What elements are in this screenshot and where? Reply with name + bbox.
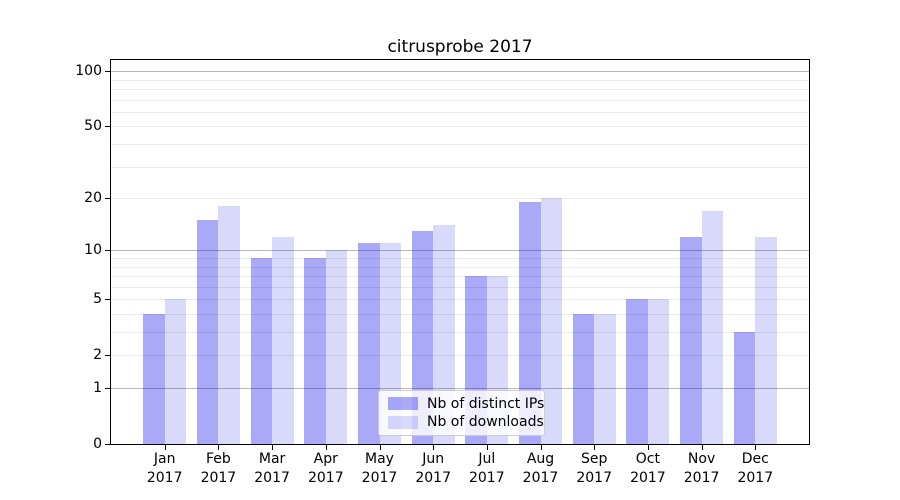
- y-tick-label-2: 2: [93, 347, 102, 364]
- bar-downloads-sep: [594, 314, 616, 444]
- plot-area: [110, 59, 810, 445]
- y-tick-label-100: 100: [75, 63, 102, 80]
- x-tick-mark-dec: [755, 445, 757, 450]
- y-tick-mark-10: [105, 250, 110, 252]
- x-tick-mark-mar: [272, 445, 274, 450]
- y-tick-label-5: 5: [93, 291, 102, 308]
- bar-distinct-ips-dec: [733, 332, 756, 444]
- x-tick-mark-nov: [701, 445, 703, 450]
- x-tick-label-apr: Apr 2017: [307, 451, 344, 486]
- bar-distinct-ips-sep: [572, 314, 595, 444]
- gridline-major-100: [111, 71, 809, 73]
- x-tick-mark-aug: [540, 445, 542, 450]
- x-tick-label-mar: Mar 2017: [254, 451, 290, 486]
- x-tick-mark-feb: [218, 445, 220, 450]
- x-tick-label-aug: Aug 2017: [522, 451, 559, 486]
- x-tick-label-sep: Sep 2017: [576, 451, 612, 486]
- legend: Nb of distinct IPs Nb of downloads: [378, 390, 545, 436]
- x-tick-mark-jun: [433, 445, 435, 450]
- bar-distinct-ips-feb: [196, 220, 219, 444]
- bar-downloads-nov: [701, 210, 724, 444]
- gridline-minor-30: [111, 166, 809, 168]
- y-tick-label-50: 50: [84, 118, 102, 135]
- bar-downloads-oct: [647, 299, 670, 444]
- x-tick-label-may: May 2017: [361, 451, 398, 486]
- bar-downloads-mar: [272, 236, 294, 444]
- bar-distinct-ips-apr: [304, 258, 326, 444]
- y-tick-mark-20: [105, 198, 110, 200]
- y-tick-label-10: 10: [84, 242, 102, 259]
- legend-label-distinct-ips: Nb of distinct IPs: [427, 395, 545, 412]
- x-tick-label-feb: Feb 2017: [200, 451, 237, 486]
- y-tick-mark-2: [105, 355, 110, 357]
- y-tick-mark-1: [105, 388, 110, 389]
- bar-downloads-feb: [218, 206, 240, 444]
- gridline-minor-50: [111, 126, 809, 128]
- gridline-minor-3: [111, 332, 809, 333]
- bar-downloads-dec: [755, 236, 777, 444]
- gridline-minor-6: [111, 286, 809, 288]
- gridline-minor-80: [111, 89, 809, 90]
- y-tick-mark-5: [105, 299, 110, 301]
- x-tick-label-jan: Jan 2017: [146, 451, 183, 486]
- y-tick-label-0: 0: [93, 436, 102, 452]
- y-tick-mark-100: [105, 71, 110, 73]
- gridline-minor-9: [111, 258, 809, 259]
- bar-distinct-ips-oct: [626, 299, 648, 444]
- chart-title: citrusprobe 2017: [387, 37, 533, 57]
- gridline-minor-40: [111, 144, 809, 145]
- bar-downloads-jan: [164, 299, 187, 444]
- x-tick-mark-apr: [325, 445, 327, 450]
- bar-distinct-ips-jan: [143, 314, 165, 444]
- legend-entry-distinct-ips: Nb of distinct IPs: [388, 396, 544, 412]
- gridline-minor-90: [111, 79, 809, 81]
- gridline-minor-4: [111, 314, 809, 315]
- x-tick-label-nov: Nov 2017: [683, 451, 720, 486]
- x-tick-label-jun: Jun 2017: [415, 451, 451, 486]
- x-tick-label-dec: Dec 2017: [737, 451, 774, 486]
- bar-distinct-ips-aug: [519, 202, 541, 444]
- gridline-minor-5: [111, 299, 809, 301]
- legend-label-downloads: Nb of downloads: [427, 414, 544, 431]
- x-tick-mark-jul: [486, 445, 488, 450]
- bar-distinct-ips-nov: [680, 236, 702, 444]
- gridline-major-10: [111, 250, 809, 252]
- gridline-minor-8: [111, 266, 809, 268]
- bar-distinct-ips-may: [358, 243, 380, 444]
- bar-downloads-jun: [433, 225, 455, 444]
- x-tick-mark-oct: [647, 445, 649, 450]
- y-tick-label-20: 20: [84, 190, 102, 207]
- legend-swatch-downloads: [388, 415, 418, 429]
- y-tick-label-1: 1: [93, 380, 102, 396]
- x-tick-label-oct: Oct 2017: [630, 451, 666, 486]
- y-tick-mark-0: [105, 444, 110, 445]
- gridline-minor-60: [111, 111, 809, 113]
- bar-downloads-apr: [325, 250, 348, 444]
- gridline-minor-7: [111, 276, 809, 277]
- gridline-minor-70: [111, 99, 809, 101]
- x-tick-mark-jan: [164, 445, 166, 450]
- gridline-minor-2: [111, 355, 809, 357]
- y-tick-mark-50: [105, 126, 110, 128]
- x-tick-label-jul: Jul 2017: [468, 451, 505, 486]
- x-tick-mark-may: [379, 445, 381, 450]
- legend-entry-downloads: Nb of downloads: [388, 414, 544, 430]
- legend-swatch-distinct-ips: [388, 397, 418, 411]
- gridline-major-1: [111, 388, 809, 389]
- bar-distinct-ips-mar: [250, 258, 273, 444]
- x-tick-mark-sep: [594, 445, 596, 450]
- gridline-minor-20: [111, 198, 809, 200]
- bar-downloads-aug: [540, 198, 562, 444]
